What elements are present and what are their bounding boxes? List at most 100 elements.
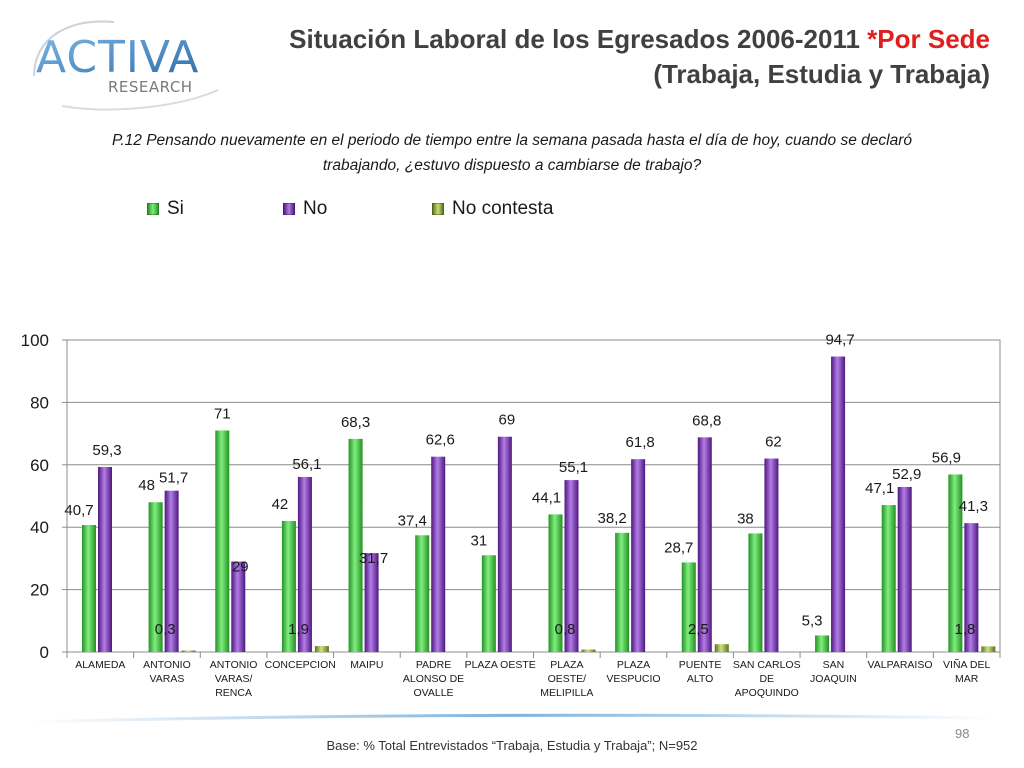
bar-chart: 40,7 48 71 42 68,3 37,4 31 44,1 38,2 28,7 38 5,3 47,…	[21, 331, 1001, 699]
x-tick-label: ANTONIO	[210, 659, 258, 671]
data-label-no: 52,9	[892, 466, 921, 483]
chart-axes: 0 20 40 60 80 100 ALAMEDA ANTONIO VARAS ANTONIO VA…	[21, 331, 1001, 699]
page-number: 98	[955, 726, 970, 741]
data-label-si: 31	[471, 532, 488, 549]
x-tick-label: MELIPILLA	[540, 687, 593, 699]
bar-no	[631, 459, 646, 652]
data-label-si: 37,4	[398, 512, 427, 529]
legend-swatch-si	[147, 203, 159, 215]
bar-no	[897, 486, 912, 652]
y-tick-label: 0	[40, 643, 49, 662]
bar-no-contesta	[581, 649, 596, 652]
bar-no	[431, 456, 446, 652]
bar-no	[98, 466, 112, 652]
bar-si	[548, 514, 563, 652]
data-label-no-contesta: 0,8	[555, 621, 576, 638]
x-tick-label: PUENTE	[679, 659, 722, 671]
chart-data-labels: 40,7 48 71 42 68,3 37,4 31 44,1 38,2 28,7 38 5,3 47,…	[64, 332, 988, 638]
title-highlight: *Por Sede	[867, 24, 990, 54]
legend-item-no-contesta: No contesta	[432, 198, 553, 220]
bar-no	[697, 437, 712, 652]
bar-si	[82, 525, 96, 652]
x-tick-label: APOQUINDO	[735, 687, 799, 699]
bar-no	[964, 523, 979, 652]
legend-label-no-contesta: No contesta	[452, 198, 554, 219]
y-tick-label: 60	[30, 456, 49, 475]
x-tick-label: VESPUCIO	[606, 673, 660, 685]
title-line2: (Trabaja, Estudia y Trabaja)	[653, 59, 990, 89]
bar-si	[881, 505, 896, 652]
bar-no-contesta	[314, 646, 329, 652]
data-label-si: 5,3	[802, 612, 823, 629]
data-label-no: 61,8	[626, 434, 655, 451]
question-line1: P.12 Pensando nuevamente en el periodo d…	[112, 132, 912, 149]
data-label-no: 68,8	[692, 412, 721, 429]
x-tick-label: ALAMEDA	[75, 659, 125, 671]
bar-no	[497, 436, 512, 652]
x-tick-label: ANTONIO	[143, 659, 191, 671]
title-line1: Situación Laboral de los Egresados 2006-…	[289, 24, 868, 54]
data-label-no: 59,3	[92, 442, 121, 459]
question-line2: trabajando, ¿estuvo dispuesto a cambiars…	[322, 157, 702, 174]
x-tick-label: CONCEPCION	[265, 659, 336, 671]
data-label-si: 68,3	[341, 414, 370, 431]
data-label-si: 48	[138, 477, 155, 494]
x-tick-label: JOAQUIN	[810, 673, 857, 685]
bar-no	[297, 476, 312, 652]
y-tick-label: 80	[30, 393, 49, 412]
bar-si	[815, 635, 830, 652]
data-label-no: 29	[232, 559, 249, 576]
x-tick-label: PLAZA	[617, 659, 650, 671]
legend-swatch-no-contesta	[432, 203, 444, 215]
y-tick-label: 20	[30, 581, 49, 600]
bar-si	[948, 474, 963, 652]
data-label-si: 38	[737, 510, 754, 527]
x-tick-label: OESTE/	[548, 673, 587, 685]
x-tick-label: MAR	[955, 673, 979, 685]
legend-label-si: Si	[167, 198, 184, 219]
data-label-no: 94,7	[825, 332, 854, 349]
x-tick-label: SAN CARLOS	[733, 659, 801, 671]
legend-label-no: No	[303, 198, 328, 219]
bar-si	[748, 533, 763, 652]
chart-bars	[82, 356, 996, 652]
data-label-no: 69	[499, 412, 516, 429]
y-tick-label: 100	[21, 331, 49, 350]
data-label-si: 40,7	[64, 502, 93, 519]
bar-no	[764, 458, 779, 652]
y-tick-label: 40	[30, 518, 49, 537]
x-tick-label: VIÑA DEL	[943, 658, 990, 671]
bar-no	[564, 480, 579, 652]
bar-no-contesta	[714, 644, 729, 652]
x-tick-label: PADRE	[416, 659, 451, 671]
bar-no-contesta	[181, 650, 196, 652]
bar-no	[364, 553, 379, 652]
data-label-no: 62	[765, 434, 782, 451]
x-tick-label: VARAS/	[215, 673, 253, 685]
page-title: Situación Laboral de los Egresados 2006-…	[289, 22, 990, 92]
legend-swatch-no	[283, 203, 295, 215]
data-label-si: 44,1	[532, 489, 561, 506]
x-tick-label: ALONSO DE	[403, 673, 464, 685]
x-tick-label: PLAZA	[550, 659, 583, 671]
bar-si	[681, 562, 696, 652]
data-label-si: 38,2	[598, 510, 627, 527]
logo-wordmark: ACTIVA	[36, 32, 199, 83]
data-label-si: 56,9	[932, 449, 961, 466]
bar-si	[215, 430, 230, 652]
data-label-no: 55,1	[559, 459, 588, 476]
data-label-si: 71	[214, 405, 231, 422]
bar-si	[148, 502, 163, 652]
data-label-no: 31,7	[359, 550, 388, 567]
x-tick-label: OVALLE	[413, 687, 453, 699]
legend-item-si: Si	[147, 198, 184, 220]
data-label-no-contesta: 1,9	[288, 621, 309, 638]
bar-si	[481, 555, 496, 652]
x-tick-label: PLAZA OESTE	[465, 659, 536, 671]
data-label-no: 56,1	[292, 456, 321, 473]
chart-legend: Si No No contesta	[0, 198, 1024, 224]
bar-si	[415, 535, 430, 652]
x-tick-label: MAIPU	[350, 659, 383, 671]
x-tick-label: ALTO	[687, 673, 713, 685]
data-label-si: 47,1	[865, 480, 894, 497]
